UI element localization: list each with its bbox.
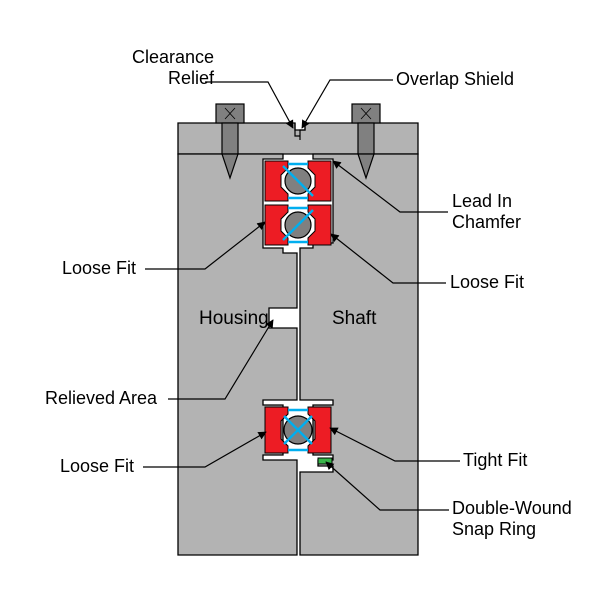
label-loose-fit-ur: Loose Fit [450, 272, 524, 293]
label-loose-fit-ul: Loose Fit [62, 258, 136, 279]
label-tight-fit: Tight Fit [463, 450, 527, 471]
label-lead-in-chamfer: Lead In Chamfer [452, 191, 521, 232]
label-text: Relief [168, 68, 214, 88]
label-relieved-area: Relieved Area [45, 388, 157, 409]
lower-bearing [265, 407, 331, 453]
label-text: Shaft [332, 308, 376, 329]
label-text: Loose Fit [62, 258, 136, 278]
label-text: Loose Fit [60, 456, 134, 476]
upper-bearing-2 [265, 205, 331, 245]
upper-bearing-1 [265, 161, 331, 201]
label-overlap-shield: Overlap Shield [396, 69, 514, 90]
label-dw-snap-ring: Double-Wound Snap Ring [452, 498, 572, 539]
region-shaft: Shaft [332, 308, 376, 330]
label-text: Relieved Area [45, 388, 157, 408]
label-text: Loose Fit [450, 272, 524, 292]
label-clearance-relief: Clearance Relief [132, 47, 214, 88]
label-text: Snap Ring [452, 519, 536, 539]
label-text: Overlap Shield [396, 69, 514, 89]
snap-ring [318, 458, 332, 464]
label-text: Chamfer [452, 212, 521, 232]
label-text: Clearance [132, 47, 214, 67]
label-text: Lead In [452, 191, 512, 211]
top-plate [178, 123, 418, 154]
label-loose-fit-ll: Loose Fit [60, 456, 134, 477]
label-text: Tight Fit [463, 450, 527, 470]
region-housing: Housing [199, 308, 269, 330]
label-text: Double-Wound [452, 498, 572, 518]
label-text: Housing [199, 308, 269, 329]
